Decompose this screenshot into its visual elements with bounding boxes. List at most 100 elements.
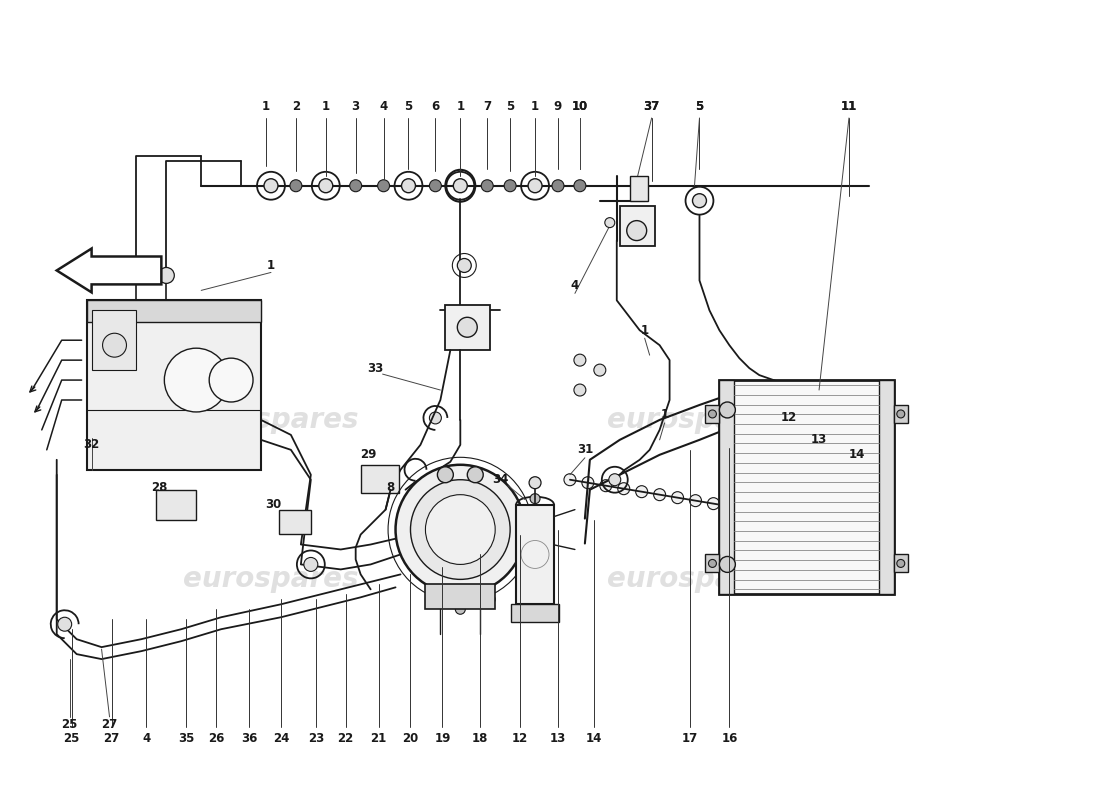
Text: 35: 35	[178, 732, 195, 746]
Circle shape	[458, 318, 477, 338]
Text: 11: 11	[840, 99, 857, 113]
FancyArrow shape	[57, 249, 162, 292]
Text: 4: 4	[142, 732, 151, 746]
Text: 12: 12	[781, 411, 798, 425]
Circle shape	[468, 466, 483, 482]
Circle shape	[264, 178, 278, 193]
Circle shape	[377, 180, 389, 192]
Circle shape	[528, 178, 542, 193]
Bar	[894, 405, 908, 423]
Text: 27: 27	[101, 718, 118, 731]
Circle shape	[719, 557, 736, 572]
Bar	[629, 176, 648, 201]
Circle shape	[574, 180, 586, 192]
Bar	[156, 490, 196, 519]
Bar	[279, 510, 311, 534]
Text: 1: 1	[267, 259, 275, 272]
Circle shape	[594, 364, 606, 376]
Circle shape	[410, 480, 510, 579]
Circle shape	[653, 489, 666, 501]
Text: 9: 9	[553, 99, 562, 113]
Circle shape	[350, 180, 362, 192]
Text: 33: 33	[367, 362, 384, 374]
Circle shape	[690, 494, 702, 506]
Text: 27: 27	[103, 732, 120, 746]
Text: 11: 11	[840, 99, 857, 113]
Text: 1: 1	[262, 99, 271, 113]
Bar	[705, 554, 719, 572]
Circle shape	[429, 180, 441, 192]
Text: 19: 19	[434, 732, 451, 746]
Circle shape	[582, 477, 594, 489]
Text: 5: 5	[405, 99, 412, 113]
Circle shape	[396, 465, 525, 594]
Circle shape	[605, 218, 615, 228]
Circle shape	[600, 480, 612, 492]
Circle shape	[164, 348, 228, 412]
Text: 30: 30	[265, 498, 282, 511]
Text: 26: 26	[208, 732, 224, 746]
Circle shape	[627, 221, 647, 241]
Bar	[516, 505, 554, 604]
Text: 25: 25	[64, 732, 80, 746]
Text: 10: 10	[572, 99, 588, 113]
Circle shape	[608, 474, 620, 486]
Text: eurospares: eurospares	[607, 566, 782, 594]
Text: 28: 28	[151, 481, 167, 494]
Circle shape	[896, 559, 905, 567]
Text: 4: 4	[379, 99, 387, 113]
Bar	[446, 306, 491, 350]
Circle shape	[455, 604, 465, 614]
Text: 31: 31	[576, 443, 593, 456]
Circle shape	[708, 410, 716, 418]
Circle shape	[636, 486, 648, 498]
Text: 18: 18	[472, 732, 488, 746]
Circle shape	[530, 494, 540, 504]
Circle shape	[574, 384, 586, 396]
Text: 5: 5	[695, 99, 704, 113]
Text: 7: 7	[483, 99, 492, 113]
Circle shape	[481, 180, 493, 192]
Circle shape	[552, 180, 564, 192]
Text: 14: 14	[585, 732, 602, 746]
Circle shape	[693, 194, 706, 208]
Circle shape	[129, 267, 144, 283]
Circle shape	[574, 354, 586, 366]
Text: 20: 20	[403, 732, 419, 746]
Circle shape	[209, 358, 253, 402]
Circle shape	[845, 468, 853, 476]
Circle shape	[485, 594, 495, 604]
Circle shape	[426, 494, 495, 565]
Circle shape	[402, 178, 416, 193]
Circle shape	[708, 559, 716, 567]
Text: 22: 22	[338, 732, 354, 746]
Text: eurospares: eurospares	[184, 406, 359, 434]
Circle shape	[57, 618, 72, 631]
Circle shape	[834, 460, 844, 470]
Circle shape	[319, 178, 333, 193]
Text: 34: 34	[492, 474, 508, 486]
Text: 36: 36	[241, 732, 257, 746]
Bar	[426, 584, 495, 610]
Text: 21: 21	[371, 732, 387, 746]
Bar	[894, 554, 908, 572]
Text: 32: 32	[84, 438, 100, 451]
Bar	[512, 604, 559, 622]
Text: 1: 1	[640, 324, 649, 337]
Bar	[87, 300, 261, 322]
Circle shape	[618, 482, 629, 494]
Circle shape	[719, 402, 736, 418]
Bar	[719, 380, 735, 594]
Text: 29: 29	[361, 448, 377, 462]
Circle shape	[707, 498, 719, 510]
Circle shape	[529, 477, 541, 489]
Circle shape	[896, 410, 905, 418]
Circle shape	[426, 594, 436, 604]
Text: 5: 5	[695, 99, 704, 113]
Bar	[619, 206, 654, 246]
Circle shape	[453, 178, 468, 193]
Text: 1: 1	[456, 99, 464, 113]
Text: 17: 17	[681, 732, 697, 746]
Bar	[879, 380, 894, 594]
Text: 14: 14	[849, 448, 865, 462]
